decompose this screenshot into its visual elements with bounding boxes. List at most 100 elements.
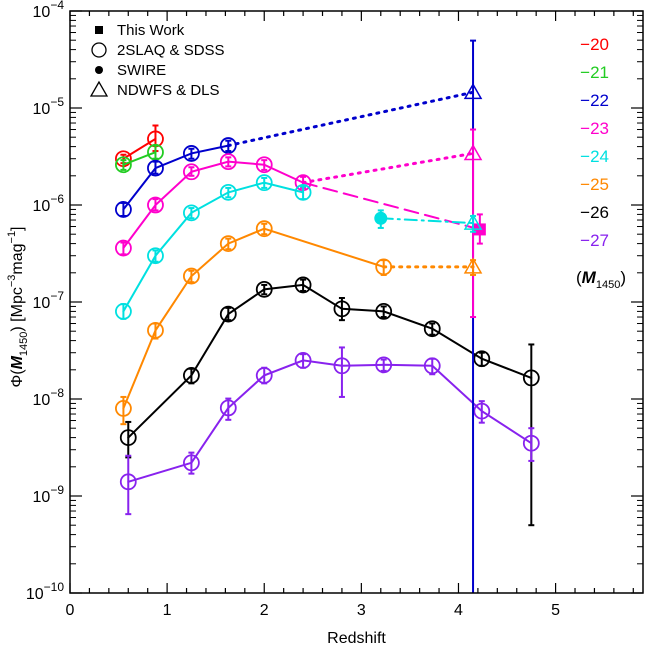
y-axis-title-part: 1450 (18, 332, 30, 356)
magnitude-key-group: −20 −21 −22 −23 −24 −25 −26 −27 (M1450) (576, 35, 626, 291)
series-connector (379, 217, 474, 225)
y-tick-base: 10 (33, 489, 51, 506)
data-point-triangle (463, 257, 483, 274)
y-tick-label: 10−4 (33, 0, 65, 21)
data-point (147, 321, 164, 339)
data-point (423, 357, 441, 375)
y-tick-base: 10 (33, 295, 51, 312)
y-tick-exponent: −7 (50, 289, 64, 303)
data-point (219, 153, 237, 171)
y-tick-label: 10−10 (26, 580, 64, 603)
legend-label: SWIRE (117, 62, 166, 79)
data-point (375, 303, 393, 320)
series-connector (302, 181, 481, 231)
data-point (375, 258, 393, 276)
x-tick-label: 0 (66, 602, 75, 619)
magnitude-key-title-part: M (582, 268, 597, 287)
magnitude-key-label: −27 (580, 231, 609, 250)
y-tick-label: 10−6 (33, 192, 65, 215)
y-tick-label: 10−7 (33, 289, 65, 312)
legend-marker-open-circle (91, 42, 107, 58)
y-tick-exponent: −6 (50, 192, 64, 206)
data-point (219, 183, 237, 201)
data-point (294, 276, 312, 294)
series-line (122, 227, 385, 410)
data-point (375, 356, 393, 374)
y-tick-exponent: −5 (50, 95, 64, 109)
data-point-triangle (463, 143, 483, 161)
magnitude-key-label: −22 (580, 91, 609, 110)
magnitude-key-label: −26 (580, 203, 609, 222)
data-point (182, 454, 200, 472)
x-tick-label: 1 (163, 602, 172, 619)
y-axis-title-part: −3 (6, 275, 18, 288)
data-point-filled (374, 211, 388, 225)
data-point-triangle (463, 213, 483, 230)
data-point (115, 201, 132, 218)
data-point (219, 235, 237, 253)
y-tick-exponent: −8 (50, 386, 64, 400)
y-tick-exponent: −10 (44, 580, 65, 594)
y-axis-title-part: M (9, 355, 26, 369)
magnitude-key-title-part: ( (576, 268, 582, 287)
magnitude-key-label: −24 (580, 147, 609, 166)
series-extension (301, 151, 475, 185)
magnitude-key-label: −21 (580, 63, 609, 82)
x-tick-label: 4 (454, 602, 463, 619)
data-point (147, 196, 164, 214)
y-tick-label: 10−8 (33, 386, 65, 409)
y-axis-title-part: mag (9, 243, 26, 274)
magnitude-key-title: (M1450) (576, 268, 626, 291)
data-point (255, 280, 273, 298)
data-point (119, 429, 137, 447)
data-point (255, 220, 273, 238)
legend-group: This Work 2SLAQ & SDSS SWIRE NDWFS & DLS (89, 22, 225, 99)
data-point (294, 183, 312, 201)
y-tick-base: 10 (33, 101, 51, 118)
data-point (182, 145, 200, 162)
series-line (127, 283, 533, 439)
series-line (127, 359, 533, 483)
data-point (473, 402, 491, 420)
legend-marker-square (95, 26, 103, 34)
data-point (182, 367, 200, 384)
data-point (522, 434, 540, 452)
y-axis-title-part: ) (9, 322, 26, 332)
data-point (182, 163, 200, 181)
data-point (473, 350, 491, 368)
data-point (115, 400, 132, 417)
y-axis-title: Φ(M1450) [Mpc−3mag−1] (6, 226, 30, 387)
data-point (182, 204, 200, 222)
data-point (255, 367, 273, 384)
data-point (115, 239, 132, 257)
magnitude-key-label: −25 (580, 175, 609, 194)
y-tick-label: 10−9 (33, 483, 65, 506)
magnitude-key-label: −20 (580, 35, 609, 54)
data-point (147, 159, 164, 177)
legend-label: This Work (117, 22, 185, 39)
data-point (182, 267, 200, 285)
magnitude-key-title-part: 1450 (596, 279, 620, 291)
y-tick-base: 10 (26, 586, 44, 603)
data-point (333, 357, 351, 375)
y-axis-title-part: −1 (6, 231, 18, 244)
data-point-triangle (463, 82, 483, 100)
series-group (115, 39, 540, 593)
data-point (115, 303, 132, 320)
x-axis-title: Redshift (327, 630, 386, 647)
data-point (333, 300, 351, 318)
x-tick-label: 3 (357, 602, 366, 619)
data-point (255, 174, 273, 192)
series-line (122, 137, 157, 160)
data-point (219, 137, 237, 154)
data-point (219, 399, 237, 417)
y-tick-label: 10−5 (33, 95, 65, 118)
magnitude-key-title-part: ) (620, 268, 626, 287)
series-extension (226, 90, 475, 148)
legend-marker-filled-circle (95, 66, 103, 74)
data-point (115, 156, 132, 174)
y-axis-title-part: ] (9, 226, 26, 230)
legend-label: 2SLAQ & SDSS (117, 42, 225, 59)
y-axis-title-part: Φ( (9, 369, 26, 388)
